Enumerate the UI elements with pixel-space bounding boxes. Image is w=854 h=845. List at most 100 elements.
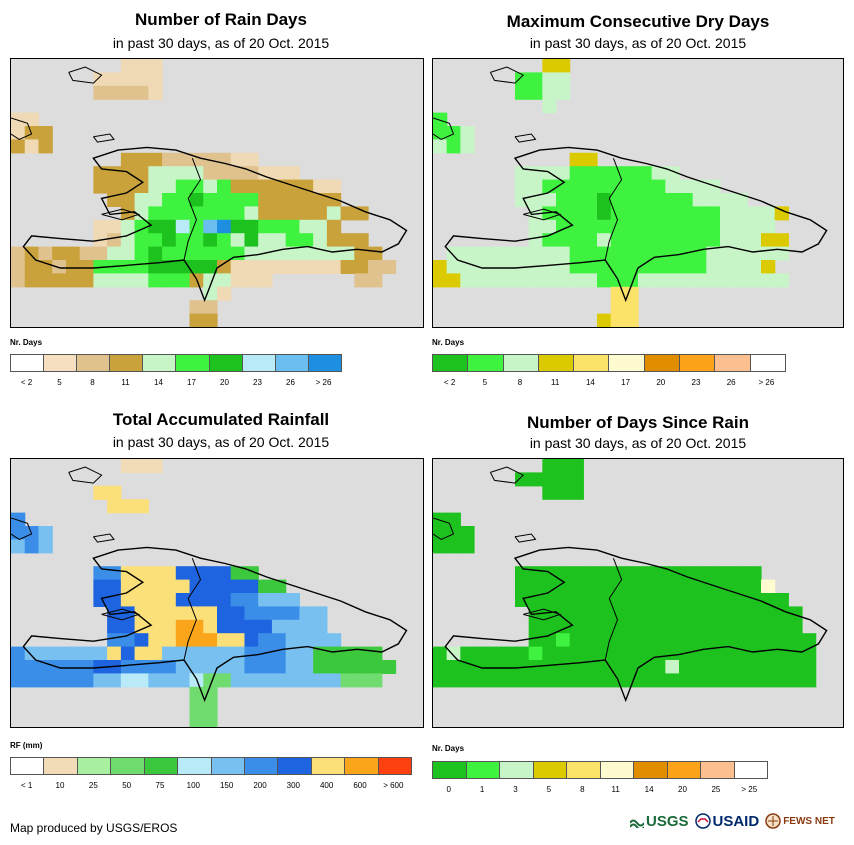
usgs-logo-text: USGS bbox=[646, 812, 689, 830]
raster-cell bbox=[542, 85, 557, 100]
raster-cell bbox=[788, 619, 803, 634]
raster-cell bbox=[761, 233, 776, 248]
raster-cell bbox=[107, 566, 122, 581]
panel3-map bbox=[10, 458, 424, 728]
raster-cell bbox=[583, 166, 598, 181]
legend-swatch bbox=[44, 355, 78, 371]
raster-cell bbox=[692, 579, 707, 594]
raster-cell bbox=[651, 166, 666, 181]
raster-cell bbox=[528, 633, 543, 648]
raster-cell bbox=[326, 633, 342, 648]
raster-cell bbox=[679, 606, 694, 621]
raster-cell bbox=[692, 646, 707, 661]
raster-cell bbox=[326, 233, 342, 248]
raster-cell bbox=[528, 233, 543, 248]
raster-cell bbox=[162, 152, 177, 167]
raster-cell bbox=[368, 673, 383, 688]
raster-cell bbox=[542, 273, 557, 288]
raster-cell bbox=[692, 246, 707, 261]
legend-label: < 2 bbox=[20, 378, 33, 387]
legend-swatch bbox=[750, 355, 785, 371]
raster-cell bbox=[189, 219, 204, 234]
raster-cell bbox=[706, 660, 721, 674]
raster-cell bbox=[665, 260, 680, 274]
raster-cell bbox=[120, 193, 136, 207]
raster-cell bbox=[285, 233, 300, 248]
raster-cell bbox=[120, 219, 136, 234]
raster-cell bbox=[244, 660, 259, 674]
raster-cell bbox=[120, 673, 136, 688]
raster-cell bbox=[24, 260, 40, 274]
raster-cell bbox=[285, 646, 300, 661]
raster-cell bbox=[107, 219, 122, 234]
raster-cell bbox=[11, 660, 26, 674]
raster-cell bbox=[134, 193, 149, 207]
raster-cell bbox=[107, 72, 122, 87]
raster-cell bbox=[175, 273, 191, 288]
raster-cell bbox=[733, 619, 748, 634]
raster-cell bbox=[761, 646, 776, 661]
raster-cell bbox=[692, 273, 707, 288]
raster-cell bbox=[230, 166, 246, 181]
raster-cell bbox=[65, 246, 81, 261]
legend-label: 75 bbox=[155, 781, 165, 790]
raster-cell bbox=[93, 673, 108, 688]
raster-cell bbox=[120, 593, 136, 607]
raster-cell bbox=[583, 619, 598, 634]
raster-cell bbox=[556, 606, 571, 621]
raster-cell bbox=[203, 713, 218, 727]
raster-cell bbox=[230, 619, 246, 634]
raster-cell bbox=[244, 606, 259, 621]
legend-label: 600 bbox=[353, 781, 367, 790]
panel1-legend bbox=[10, 354, 342, 372]
raster-cell bbox=[230, 273, 246, 288]
raster-cell bbox=[747, 233, 762, 248]
raster-cell bbox=[217, 260, 232, 274]
legend-label: 8 bbox=[580, 785, 585, 794]
raster-cell bbox=[597, 193, 612, 207]
raster-cell bbox=[665, 579, 680, 594]
raster-cell bbox=[474, 673, 489, 688]
raster-cell bbox=[244, 179, 259, 194]
raster-cell bbox=[354, 260, 369, 274]
raster-cell bbox=[747, 619, 762, 634]
raster-cell bbox=[651, 660, 666, 674]
raster-cell bbox=[651, 579, 666, 594]
raster-cell bbox=[38, 526, 53, 540]
raster-cell bbox=[162, 273, 177, 288]
legend-swatch bbox=[242, 355, 276, 371]
raster-cell bbox=[285, 166, 300, 181]
raster-cell bbox=[446, 246, 461, 261]
raster-cell bbox=[38, 260, 53, 274]
panel1-legend-title: Nr. Days bbox=[10, 338, 43, 347]
raster-cell bbox=[148, 459, 163, 473]
legend-label: 14 bbox=[644, 785, 654, 794]
raster-cell bbox=[244, 206, 259, 221]
raster-cell bbox=[162, 219, 177, 234]
hispaniola-coastline bbox=[22, 146, 408, 303]
raster-cell bbox=[299, 646, 314, 661]
raster-cell bbox=[217, 206, 232, 221]
raster-cell bbox=[217, 286, 232, 301]
raster-cell bbox=[720, 619, 735, 634]
raster-cell bbox=[569, 673, 584, 688]
raster-cell bbox=[244, 246, 259, 261]
raster-cell bbox=[313, 260, 328, 274]
raster-cell bbox=[528, 673, 543, 688]
raster-cell bbox=[610, 260, 625, 274]
raster-cell bbox=[189, 646, 204, 661]
raster-cell bbox=[162, 233, 177, 248]
raster-cell bbox=[706, 246, 721, 261]
raster-cell bbox=[624, 179, 639, 194]
raster-cell bbox=[542, 593, 557, 607]
raster-cell bbox=[175, 166, 191, 181]
raster-cell bbox=[11, 539, 26, 554]
island-outline bbox=[11, 517, 33, 540]
raster-cell bbox=[162, 566, 177, 581]
raster-cell bbox=[665, 660, 680, 674]
raster-cell bbox=[162, 193, 177, 207]
raster-cell bbox=[203, 286, 218, 301]
raster-cell bbox=[706, 606, 721, 621]
raster-cell bbox=[583, 193, 598, 207]
raster-cell bbox=[692, 193, 707, 207]
